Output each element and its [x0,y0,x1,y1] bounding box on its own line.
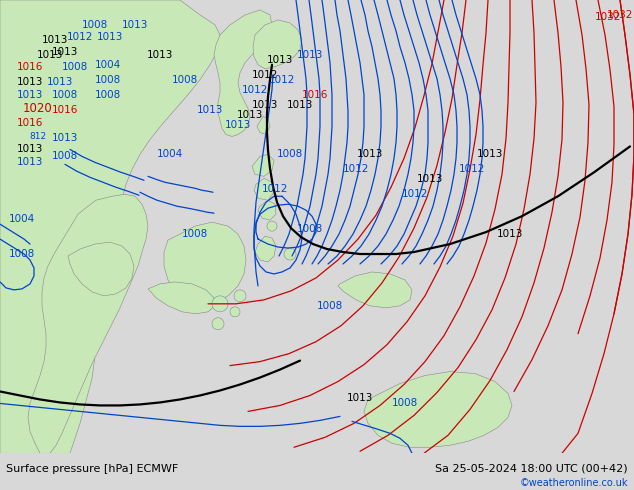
Text: 1020: 1020 [23,102,53,115]
Text: 1004: 1004 [157,149,183,159]
Circle shape [212,318,224,330]
Text: 1013: 1013 [497,229,523,239]
Text: 1008: 1008 [95,90,121,99]
Circle shape [234,290,246,302]
Text: 1013: 1013 [17,90,43,99]
Text: 1012: 1012 [402,189,428,199]
Polygon shape [254,178,274,200]
Text: 1012: 1012 [459,164,485,174]
Text: 1013: 1013 [477,149,503,159]
Text: 1004: 1004 [95,60,121,70]
Text: 1012: 1012 [67,32,93,42]
Polygon shape [164,222,246,304]
Text: 1013: 1013 [17,145,43,154]
Circle shape [212,296,228,312]
Text: 1008: 1008 [277,149,303,159]
Text: 1013: 1013 [267,55,293,65]
Polygon shape [0,0,220,453]
Text: 1032: 1032 [607,10,633,20]
Text: 1012: 1012 [269,74,295,85]
Text: 1016: 1016 [17,62,43,72]
Text: 1013: 1013 [357,149,383,159]
Text: 1008: 1008 [9,249,35,259]
Text: 1013: 1013 [287,99,313,110]
Text: 1008: 1008 [172,74,198,85]
Text: 1013: 1013 [225,120,251,129]
Text: 1012: 1012 [262,184,288,194]
Text: 1016: 1016 [17,118,43,127]
Circle shape [267,221,277,231]
Text: Sa 25-05-2024 18:00 UTC (00+42): Sa 25-05-2024 18:00 UTC (00+42) [435,464,628,473]
Polygon shape [28,194,148,453]
Text: 1008: 1008 [297,224,323,234]
Circle shape [230,307,240,317]
Text: 1016: 1016 [52,104,78,115]
Text: 1013: 1013 [17,157,43,168]
Text: Surface pressure [hPa] ECMWF: Surface pressure [hPa] ECMWF [6,464,179,473]
Text: 1008: 1008 [62,62,88,72]
Text: 1008: 1008 [52,90,78,99]
Polygon shape [252,154,274,176]
Text: 1008: 1008 [182,229,208,239]
Text: 1008: 1008 [95,74,121,85]
Text: 1016: 1016 [302,90,328,99]
Text: 812: 812 [29,132,46,141]
Text: 1013: 1013 [52,47,78,57]
Text: 1008: 1008 [317,301,343,311]
Polygon shape [253,20,302,69]
Text: ©weatheronline.co.uk: ©weatheronline.co.uk [519,478,628,488]
Polygon shape [214,10,272,137]
Polygon shape [364,371,512,447]
Text: 1004: 1004 [9,214,35,224]
Text: 1013: 1013 [252,99,278,110]
Text: 1012: 1012 [252,70,278,80]
Text: 1013: 1013 [42,35,68,45]
Text: 1012: 1012 [242,85,268,95]
Text: 1032: 1032 [595,12,621,22]
Polygon shape [257,117,270,134]
Circle shape [284,248,296,260]
Text: 1013: 1013 [147,50,173,60]
Text: 1013: 1013 [37,50,63,60]
Text: 1013: 1013 [52,133,78,144]
Text: 1013: 1013 [347,393,373,403]
Text: 1008: 1008 [82,20,108,30]
Text: 1013: 1013 [47,76,73,87]
Text: 1013: 1013 [122,20,148,30]
Text: 1008: 1008 [392,398,418,409]
Polygon shape [338,272,412,308]
Polygon shape [68,242,134,296]
Text: 1013: 1013 [297,50,323,60]
Text: 1012: 1012 [343,164,369,174]
Polygon shape [255,236,276,262]
Polygon shape [148,282,215,314]
Text: 1013: 1013 [17,76,43,87]
Text: 1013: 1013 [237,110,263,120]
Text: 1008: 1008 [52,151,78,161]
Text: 1013: 1013 [197,104,223,115]
Text: 1013: 1013 [97,32,123,42]
Text: 1013: 1013 [417,174,443,184]
Polygon shape [258,200,276,220]
